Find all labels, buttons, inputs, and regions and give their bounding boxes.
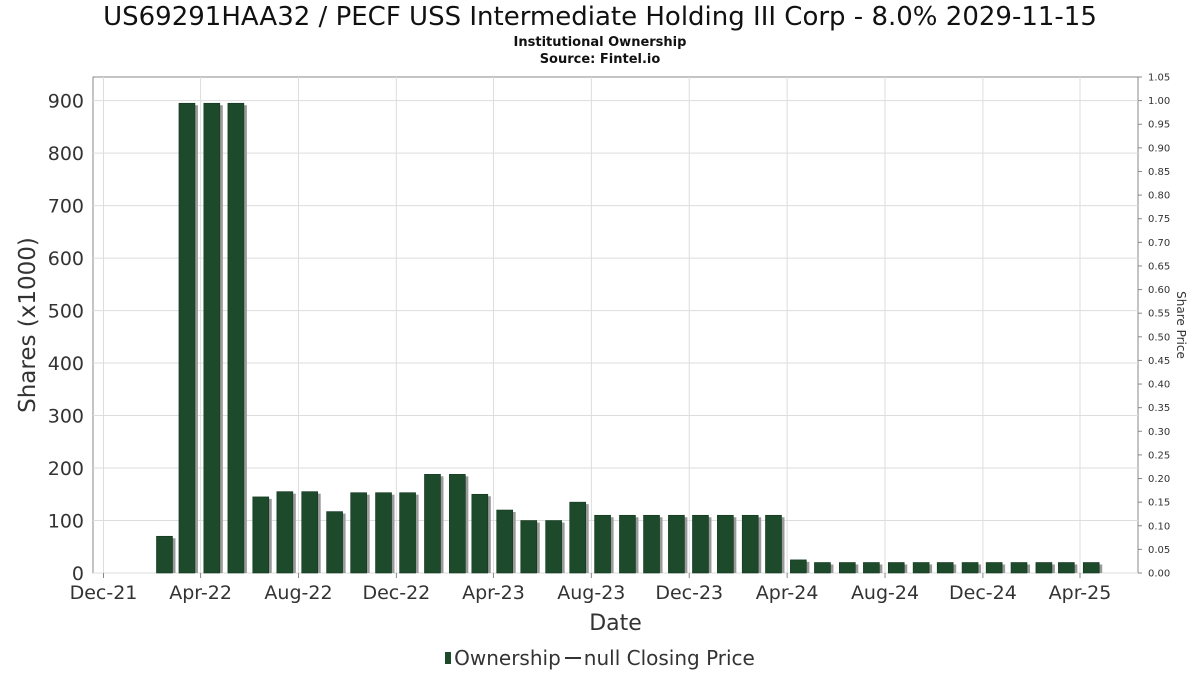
y2-tick-label: 0.60 bbox=[1148, 285, 1170, 296]
y2-tick-label: 0.45 bbox=[1148, 356, 1170, 367]
y2-tick-label: 1.05 bbox=[1148, 73, 1170, 84]
x-tick-label: Apr-24 bbox=[756, 582, 819, 604]
ownership-bar bbox=[619, 514, 636, 574]
y2-tick-label: 0.70 bbox=[1148, 238, 1170, 249]
y-tick-label: 100 bbox=[48, 511, 84, 533]
ownership-bar bbox=[399, 492, 416, 574]
ownership-bar bbox=[227, 102, 245, 574]
chart-subtitle-ownership: Institutional Ownership bbox=[513, 35, 687, 50]
ownership-bar bbox=[1058, 562, 1075, 574]
y2-tick-label: 1.00 bbox=[1148, 96, 1170, 107]
y2-tick-label: 0.30 bbox=[1148, 427, 1170, 438]
ownership-bar bbox=[790, 559, 807, 574]
price-legend-line bbox=[564, 657, 581, 659]
ownership-bar bbox=[301, 491, 319, 574]
ownership-bar bbox=[887, 562, 905, 574]
x-tick-label: Aug-23 bbox=[557, 582, 625, 604]
ownership-bar bbox=[717, 514, 734, 574]
ownership-bar bbox=[594, 514, 611, 574]
y-tick-label: 300 bbox=[48, 406, 84, 428]
y-tick-label: 900 bbox=[48, 91, 84, 113]
ownership-bar bbox=[1010, 562, 1028, 574]
ownership-bar bbox=[252, 496, 270, 574]
y2-tick-label: 0.20 bbox=[1148, 474, 1170, 485]
y2-tick-label: 0.65 bbox=[1148, 261, 1170, 272]
ownership-bar bbox=[326, 511, 343, 574]
ownership-bar bbox=[863, 562, 880, 574]
ownership-bar bbox=[569, 501, 587, 574]
y2-tick-label: 0.90 bbox=[1148, 143, 1170, 154]
x-tick-label: Dec-21 bbox=[70, 582, 138, 604]
y2-tick-label: 0.35 bbox=[1148, 403, 1170, 414]
ownership-bar bbox=[156, 535, 173, 574]
ownership-bar bbox=[178, 102, 196, 574]
ownership-bar bbox=[449, 474, 466, 574]
x-tick-label: Aug-22 bbox=[264, 582, 332, 604]
x-tick-label: Dec-24 bbox=[949, 582, 1017, 604]
y2-tick-label: 0.80 bbox=[1148, 191, 1170, 202]
ownership-bar bbox=[692, 514, 709, 574]
ownership-bar bbox=[668, 514, 685, 574]
y-tick-label: 600 bbox=[48, 248, 84, 270]
ownership-bar bbox=[375, 492, 392, 574]
chart-legend: Ownership null Closing Price bbox=[0, 646, 1200, 670]
x-tick-label: Apr-25 bbox=[1049, 582, 1112, 604]
price-legend-label: null Closing Price bbox=[583, 646, 755, 670]
y2-tick-label: 0.25 bbox=[1148, 450, 1170, 461]
x-tick-label: Dec-23 bbox=[655, 582, 723, 604]
y-tick-label: 800 bbox=[48, 143, 84, 165]
x-axis-label: Date bbox=[589, 611, 642, 636]
ownership-bar bbox=[912, 562, 930, 574]
ownership-bar bbox=[1035, 562, 1053, 574]
x-tick-label: Apr-22 bbox=[169, 582, 232, 604]
ownership-bar bbox=[471, 493, 489, 574]
ownership-bar bbox=[741, 514, 759, 574]
ownership-bar bbox=[765, 514, 782, 574]
ownership-bar bbox=[545, 520, 562, 574]
y2-tick-label: 0.00 bbox=[1148, 569, 1170, 580]
ownership-bar bbox=[203, 102, 221, 574]
y2-axis-label: Share Price bbox=[1174, 291, 1188, 359]
y-tick-label: 200 bbox=[48, 458, 84, 480]
ownership-bar bbox=[276, 491, 294, 574]
ownership-bar bbox=[839, 562, 856, 574]
ownership-bar bbox=[350, 492, 367, 574]
y-tick-label: 500 bbox=[48, 301, 84, 323]
x-tick-label: Apr-23 bbox=[462, 582, 525, 604]
ownership-legend-swatch bbox=[445, 652, 452, 664]
y-tick-label: 700 bbox=[48, 196, 84, 218]
ownership-bar bbox=[961, 562, 979, 574]
y-tick-label: 400 bbox=[48, 353, 84, 375]
ownership-bar bbox=[496, 509, 513, 574]
ownership-bar bbox=[424, 474, 441, 574]
y2-tick-label: 0.05 bbox=[1148, 545, 1170, 556]
ownership-bar bbox=[1082, 562, 1100, 574]
y2-tick-label: 0.55 bbox=[1148, 309, 1170, 320]
y2-tick-label: 0.10 bbox=[1148, 521, 1170, 532]
y2-tick-label: 0.75 bbox=[1148, 214, 1170, 225]
y2-tick-label: 0.95 bbox=[1148, 120, 1170, 131]
y2-tick-label: 0.15 bbox=[1148, 498, 1170, 509]
x-tick-label: Aug-24 bbox=[851, 582, 919, 604]
y-tick-label: 0 bbox=[72, 563, 84, 585]
y2-tick-label: 0.40 bbox=[1148, 380, 1170, 391]
y2-tick-label: 0.50 bbox=[1148, 332, 1170, 343]
ownership-bar bbox=[936, 562, 954, 574]
chart-subtitle-source: Source: Fintel.io bbox=[539, 52, 661, 67]
x-tick-label: Dec-22 bbox=[362, 582, 430, 604]
chart-title: US69291HAA32 / PECF USS Intermediate Hol… bbox=[103, 2, 1097, 32]
ownership-bar bbox=[814, 562, 831, 574]
ownership-legend-label: Ownership bbox=[454, 646, 561, 670]
plot-area bbox=[92, 76, 1139, 574]
ownership-bar bbox=[520, 520, 538, 574]
ownership-bar bbox=[643, 514, 660, 574]
y2-tick-label: 0.85 bbox=[1148, 167, 1170, 178]
y-axis-label: Shares (x1000) bbox=[15, 237, 41, 413]
ownership-bar bbox=[985, 562, 1003, 574]
